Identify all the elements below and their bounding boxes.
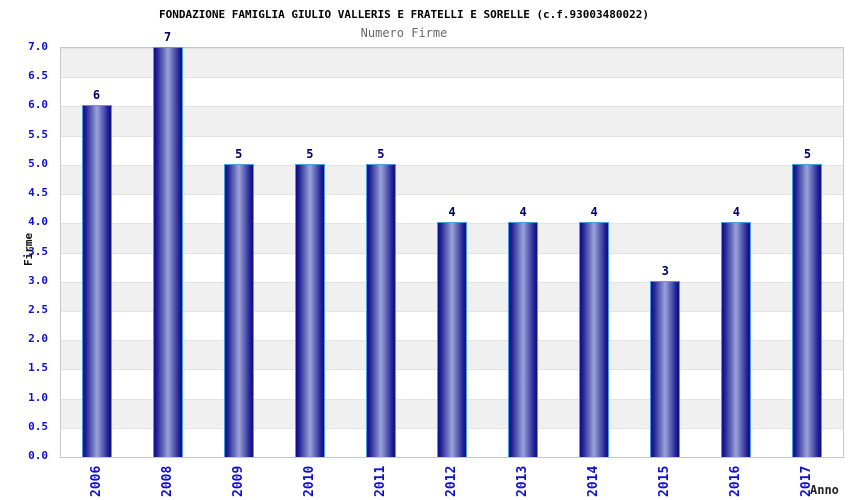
x-tick-label: 2012 xyxy=(444,465,459,497)
bars-layer: 6 7 5 5 5 4 4 4 3 4 5 xyxy=(61,30,843,457)
x-tick-label: 2009 xyxy=(230,465,246,497)
x-tick-label: 2016 xyxy=(728,465,744,497)
y-tick-label: 5.0 xyxy=(28,156,48,170)
x-tick-label: 2015 xyxy=(657,465,673,497)
x-tick-label: 2010 xyxy=(301,465,317,497)
grid-band xyxy=(61,77,843,107)
bar-value-label: 5 xyxy=(377,146,385,161)
y-tick-label: 1.0 xyxy=(28,390,48,404)
y-tick-label: 3.0 xyxy=(28,273,48,287)
x-tick-label: 2013 xyxy=(515,465,531,497)
bar xyxy=(650,280,681,457)
bar xyxy=(792,163,823,457)
chart-title: FONDAZIONE FAMIGLIA GIULIO VALLERIS E FR… xyxy=(158,8,650,21)
bar-value-label: 5 xyxy=(306,146,314,161)
bar-value-label: 3 xyxy=(661,263,669,278)
bar xyxy=(579,222,610,457)
y-tick-label: 0.5 xyxy=(28,419,48,433)
bar xyxy=(294,163,325,457)
bar-value-label: 6 xyxy=(92,88,101,103)
bar-value-label: 4 xyxy=(590,205,598,220)
y-tick-label: 5.5 xyxy=(28,127,48,141)
y-axis-title: Firme xyxy=(22,232,35,266)
bar-value-label: 4 xyxy=(732,205,740,220)
x-tick-label: 2011 xyxy=(372,465,388,497)
bar xyxy=(81,105,112,457)
bar xyxy=(721,222,752,457)
y-tick-label: 4.5 xyxy=(28,186,48,200)
x-tick-label: 2008 xyxy=(159,465,175,497)
grid-band xyxy=(61,164,843,195)
y-tick-label: 4.0 xyxy=(28,215,48,229)
y-tick-label: 2.0 xyxy=(28,332,48,346)
chart-subtitle: Numero Firme xyxy=(360,26,448,40)
bar-value-label: 4 xyxy=(448,205,456,220)
y-tick-label: 0.0 xyxy=(28,449,48,462)
y-tick-label: 6.5 xyxy=(28,69,48,83)
grid-band xyxy=(61,48,843,78)
bar-value-label: 5 xyxy=(235,146,243,161)
y-tick-label: 7.0 xyxy=(28,40,48,53)
x-axis-title: Anno xyxy=(810,483,839,497)
bar xyxy=(152,47,183,457)
grid-band xyxy=(61,106,843,136)
y-tick-label: 2.5 xyxy=(28,302,48,316)
bar-value-label: 7 xyxy=(164,30,172,44)
grid-band xyxy=(61,194,843,224)
plot-area: 6 7 5 5 5 4 4 4 3 4 5 xyxy=(60,30,844,458)
bar xyxy=(437,222,467,457)
bar xyxy=(223,163,254,457)
y-tick-label: 1.5 xyxy=(28,361,48,375)
bar xyxy=(365,163,396,457)
x-tick-label: 2014 xyxy=(586,465,602,497)
y-tick-label: 6.0 xyxy=(28,98,48,112)
y-tick-label: 3.5 xyxy=(28,244,48,258)
grid-band xyxy=(61,135,843,165)
bar xyxy=(508,222,539,457)
x-tick-label: 2006 xyxy=(88,465,104,497)
bar-value-label: 5 xyxy=(803,146,812,161)
bar-value-label: 4 xyxy=(519,205,527,220)
